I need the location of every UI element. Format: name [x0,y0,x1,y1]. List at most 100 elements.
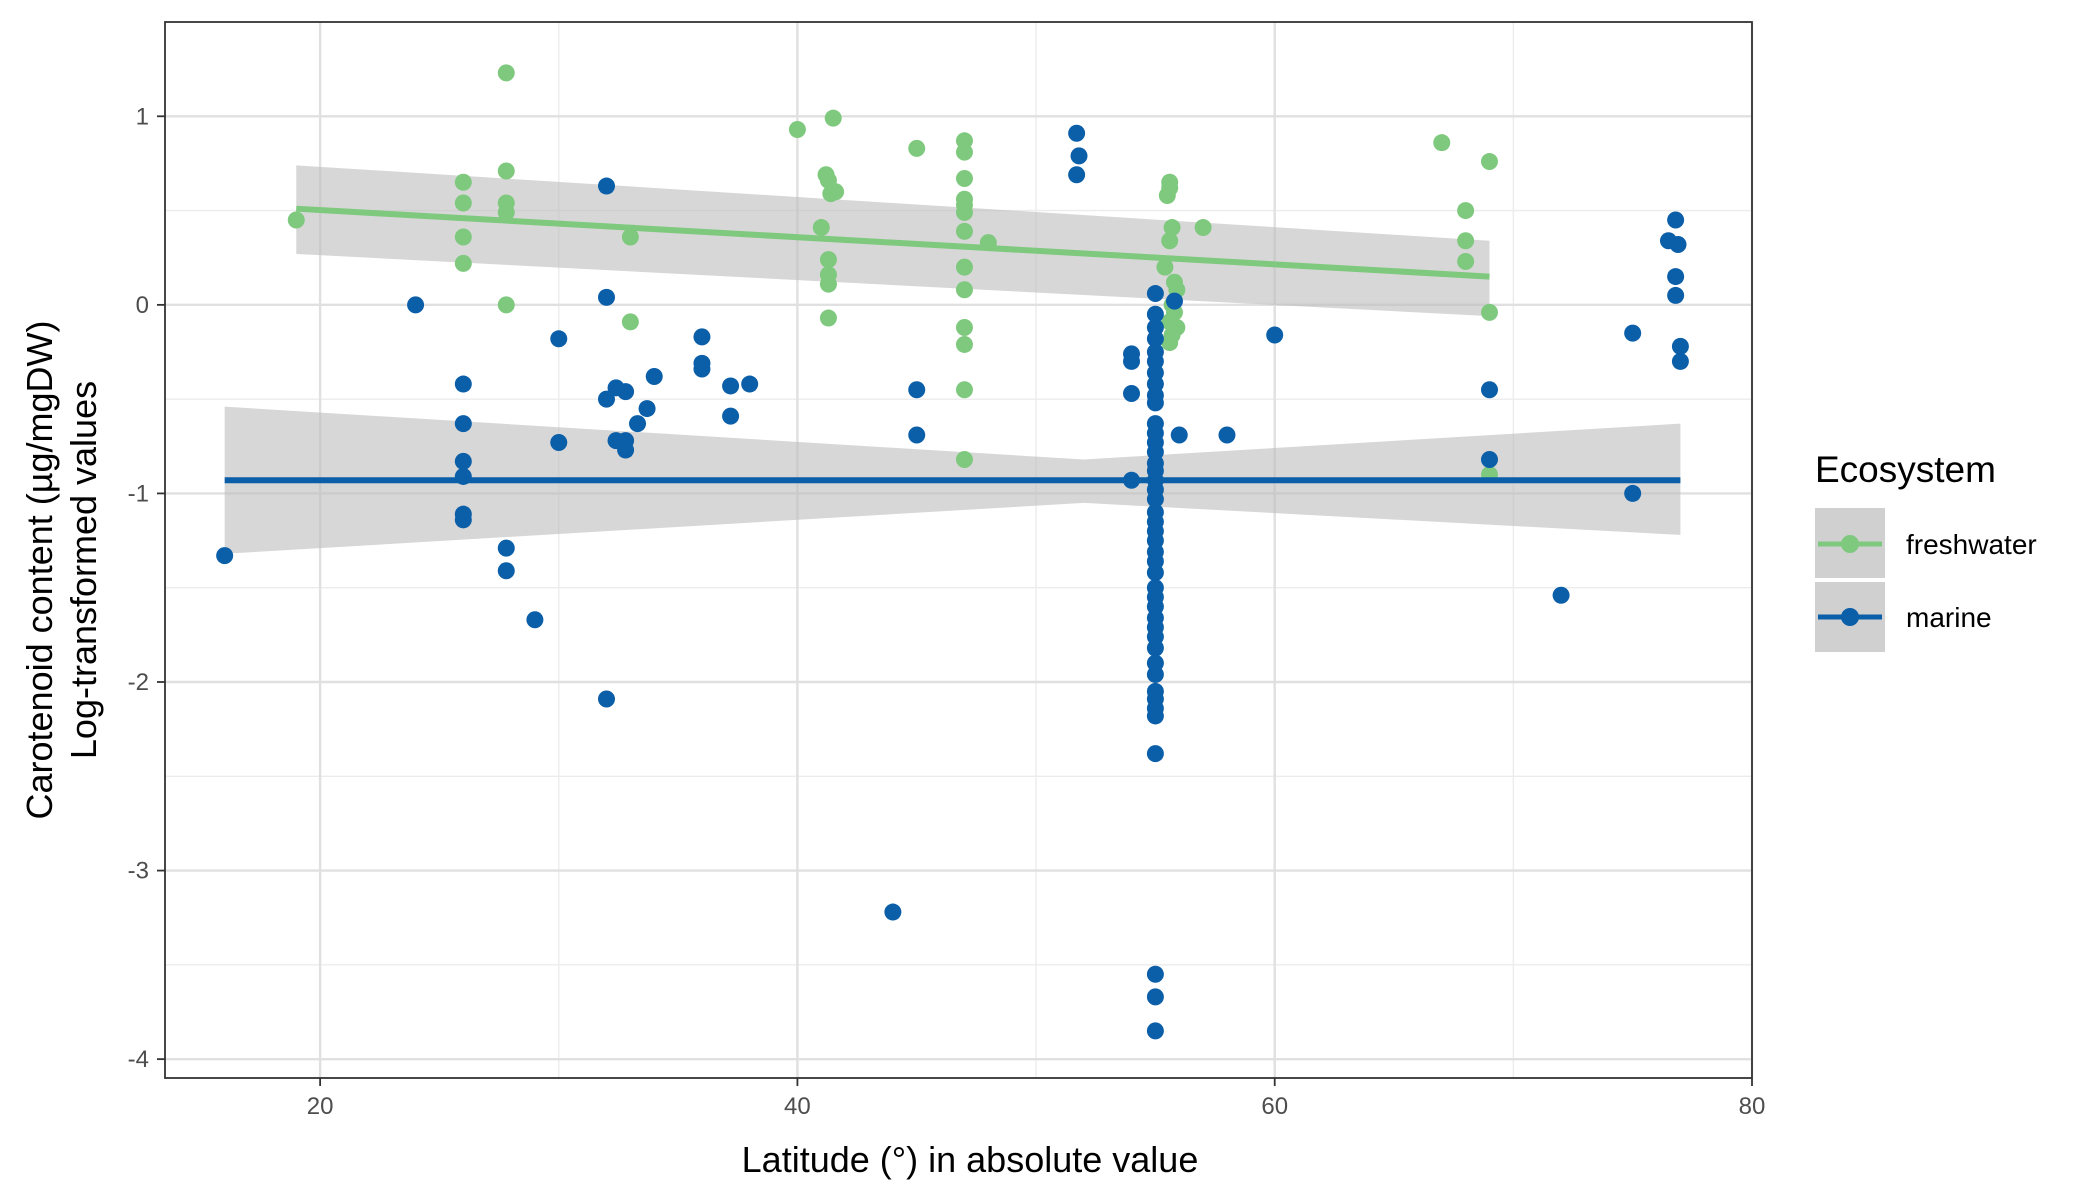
x-tick-label: 40 [784,1093,811,1120]
legend-key-marine-dot [1841,608,1859,626]
y-axis-title-line-1: Carotenoid content (µg/mgDW) [19,321,60,820]
point-marine [1671,352,1689,370]
point-marine [741,375,759,393]
trend-line-freshwater [296,205,1490,280]
point-freshwater [819,275,837,293]
x-axis-ticks: 20 40 60 80 [307,1078,1766,1120]
point-marine [454,415,472,433]
y-axis-title: Carotenoid content (µg/mgDW) Log-transfo… [19,321,104,820]
x-axis-title: Latitude (°) in absolute value [742,1139,1199,1180]
legend-title: Ecosystem [1815,449,1996,490]
point-freshwater [454,228,472,246]
point-freshwater [1457,202,1475,220]
y-axis-title-line-2: Log-transformed values [63,381,104,759]
point-marine [645,368,663,386]
x-tick-label: 20 [307,1093,334,1120]
legend-label-marine: marine [1906,602,1992,633]
point-freshwater [1161,232,1179,250]
point-freshwater [497,296,515,314]
point-marine [597,288,615,306]
point-marine [1146,665,1164,683]
point-marine [1146,965,1164,983]
point-marine [497,562,515,580]
point-freshwater [497,162,515,180]
point-freshwater [1163,219,1181,237]
point-marine [1146,1022,1164,1040]
y-tick-label: -2 [128,669,149,696]
point-marine [1146,285,1164,303]
point-marine [1669,236,1687,254]
point-marine [1070,147,1088,165]
point-freshwater [287,211,305,229]
point-marine [1552,586,1570,604]
point-marine [1218,426,1236,444]
point-freshwater [1161,334,1179,352]
point-marine [1266,326,1284,344]
point-freshwater [1194,219,1212,237]
point-marine [497,539,515,557]
point-marine [1068,166,1086,184]
y-tick-label: 1 [136,103,149,130]
point-marine [1146,305,1164,323]
point-freshwater [1480,303,1498,321]
point-marine [1667,211,1685,229]
x-tick-label: 80 [1739,1093,1766,1120]
point-marine [597,177,615,195]
point-freshwater [955,203,973,221]
point-marine [617,441,635,459]
point-marine [1123,384,1141,402]
point-marine [617,383,635,401]
point-freshwater [1457,232,1475,250]
point-freshwater [497,203,515,221]
point-freshwater [454,254,472,272]
point-marine [1165,292,1183,310]
point-marine [1667,268,1685,286]
point-marine [722,407,740,425]
point-marine [1624,484,1642,502]
point-marine [216,547,234,565]
point-freshwater [788,120,806,138]
point-marine [722,377,740,395]
point-freshwater [1158,186,1176,204]
point-freshwater [621,313,639,331]
point-marine [1068,124,1086,142]
point-marine [1146,394,1164,412]
point-marine [1170,426,1188,444]
point-marine [629,415,647,433]
point-marine [1480,381,1498,399]
data-points [216,64,1689,1040]
point-freshwater [955,170,973,188]
point-marine [454,375,472,393]
point-freshwater [955,450,973,468]
point-freshwater [824,109,842,127]
point-freshwater [454,194,472,212]
legend: Ecosystem freshwater marine [1815,449,2037,652]
point-marine [638,400,656,418]
point-marine [1146,490,1164,508]
legend-label-freshwater: freshwater [1906,529,2037,560]
point-freshwater [454,173,472,191]
y-axis-ticks: -4 -3 -2 -1 0 1 [128,103,165,1073]
point-freshwater [955,335,973,353]
point-marine [1146,330,1164,348]
point-marine [1146,988,1164,1006]
point-marine [908,426,926,444]
point-marine [526,611,544,629]
y-tick-label: -3 [128,858,149,885]
point-marine [454,511,472,529]
point-freshwater [812,219,830,237]
point-marine [597,690,615,708]
point-marine [597,390,615,408]
point-freshwater [1457,252,1475,270]
point-freshwater [908,139,926,157]
point-marine [693,360,711,378]
point-marine [1146,564,1164,582]
point-freshwater [497,64,515,82]
legend-key-freshwater-dot [1841,535,1859,553]
point-freshwater [1433,134,1451,152]
point-freshwater [621,228,639,246]
point-marine [1667,286,1685,304]
point-marine [1671,337,1689,355]
point-freshwater [955,258,973,276]
